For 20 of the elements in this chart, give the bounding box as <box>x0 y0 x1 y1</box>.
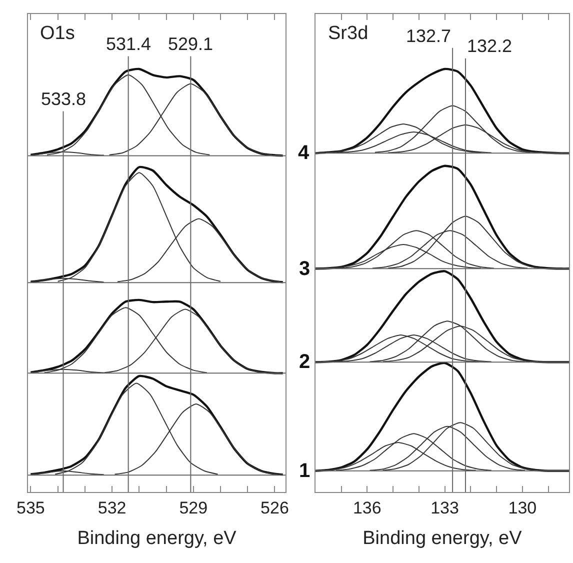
ref-line-label: 132.7 <box>406 26 452 46</box>
x-tick-label: 130 <box>508 498 537 518</box>
text: Sr3d <box>328 23 368 44</box>
x-tick-label: 535 <box>16 498 45 518</box>
x-tick-label: 133 <box>430 498 459 518</box>
x-tick-label: 529 <box>179 498 208 518</box>
x-tick-label: 532 <box>98 498 126 518</box>
text: O1s <box>40 23 75 44</box>
x-axis-title: Binding energy, eV <box>77 528 237 550</box>
text: 4 <box>298 142 310 164</box>
ref-line-label: 531.4 <box>106 34 152 54</box>
text: 1 <box>299 460 310 482</box>
text: 2 <box>299 351 310 373</box>
x-tick-label: 526 <box>260 498 289 518</box>
ref-line-label: 529.1 <box>168 34 214 54</box>
x-axis-title: Binding energy, eV <box>362 528 522 550</box>
ref-line-label: 533.8 <box>41 89 86 109</box>
ref-line-label: 132.2 <box>467 36 512 56</box>
x-tick-label: 136 <box>352 498 382 518</box>
text: 3 <box>299 258 310 280</box>
